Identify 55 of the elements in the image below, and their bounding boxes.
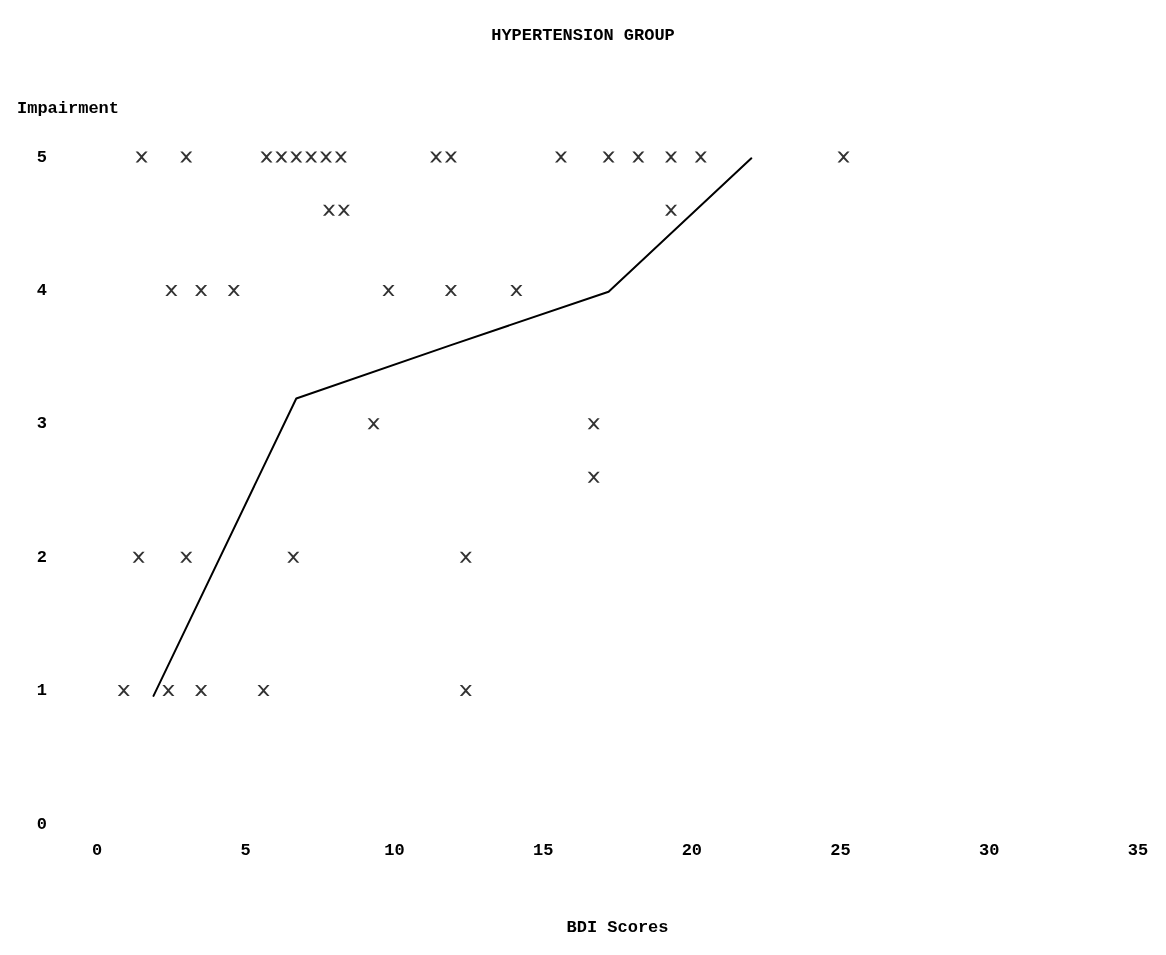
chart-title: HYPERTENSION GROUP	[491, 26, 675, 45]
point	[382, 284, 395, 296]
point	[510, 284, 523, 296]
point	[444, 284, 457, 296]
y-axis-title: Impairment	[17, 99, 120, 118]
point	[694, 151, 707, 163]
point	[444, 151, 457, 163]
y-tick-label: 4	[36, 280, 47, 300]
point	[165, 284, 178, 296]
x-tick-label: 10	[384, 841, 405, 860]
point	[587, 471, 600, 483]
point	[334, 151, 347, 163]
y-tick-label: 0	[36, 814, 47, 834]
point	[195, 685, 208, 697]
x-tick-label: 0	[91, 841, 103, 860]
y-tick-label: 2	[36, 547, 47, 567]
point	[275, 151, 288, 163]
point	[587, 418, 600, 430]
point	[162, 685, 175, 697]
x-axis-title: BDI Scores	[566, 918, 669, 937]
point	[180, 151, 193, 163]
y-tick-label: 1	[36, 681, 47, 701]
point	[117, 685, 130, 697]
y-tick-label: 3	[36, 414, 47, 434]
point	[459, 551, 472, 563]
y-tick-label: 5	[36, 147, 47, 167]
point	[322, 204, 335, 216]
point	[665, 151, 678, 163]
point	[430, 151, 443, 163]
x-tick-label: 15	[532, 841, 554, 860]
point	[665, 204, 678, 216]
line-series	[152, 157, 753, 697]
point	[132, 551, 145, 563]
point	[287, 551, 300, 563]
point	[195, 284, 208, 296]
point	[180, 551, 193, 563]
point	[837, 151, 850, 163]
x-tick-label: 25	[830, 841, 851, 860]
point	[337, 204, 350, 216]
x-tick-label: 5	[240, 841, 251, 860]
point	[135, 151, 148, 163]
point	[459, 685, 472, 697]
point	[260, 151, 273, 163]
x-tick-label: 30	[979, 841, 1000, 860]
x-tick-label: 35	[1127, 841, 1149, 860]
x-tick-label: 20	[681, 841, 703, 860]
point	[257, 685, 270, 697]
point	[632, 151, 645, 163]
point	[367, 418, 380, 430]
point	[554, 151, 567, 163]
point	[320, 151, 333, 163]
point	[305, 151, 318, 163]
point	[227, 284, 240, 296]
point	[290, 151, 303, 163]
point	[602, 151, 615, 163]
